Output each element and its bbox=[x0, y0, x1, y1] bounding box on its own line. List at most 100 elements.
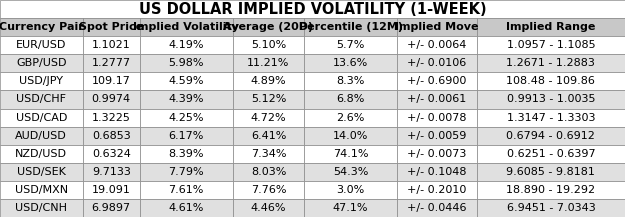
Text: 6.41%: 6.41% bbox=[251, 131, 286, 141]
Bar bbox=[397, 163, 477, 181]
Text: 4.19%: 4.19% bbox=[169, 40, 204, 50]
Bar bbox=[477, 127, 625, 145]
Bar bbox=[0, 18, 82, 36]
Bar bbox=[397, 108, 477, 127]
Bar bbox=[140, 108, 232, 127]
Bar bbox=[477, 72, 625, 90]
Bar bbox=[232, 18, 304, 36]
Bar bbox=[304, 145, 397, 163]
Bar bbox=[0, 72, 82, 90]
Text: 1.3225: 1.3225 bbox=[92, 113, 131, 123]
Text: 74.1%: 74.1% bbox=[333, 149, 368, 159]
Text: 5.98%: 5.98% bbox=[169, 58, 204, 68]
Text: 7.61%: 7.61% bbox=[169, 185, 204, 195]
Text: 7.34%: 7.34% bbox=[251, 149, 286, 159]
Bar bbox=[232, 181, 304, 199]
Text: 8.03%: 8.03% bbox=[251, 167, 286, 177]
Text: 4.72%: 4.72% bbox=[251, 113, 286, 123]
Text: 108.48 - 109.86: 108.48 - 109.86 bbox=[506, 76, 596, 86]
Text: Implied Move: Implied Move bbox=[395, 22, 479, 32]
Text: USD/MXN: USD/MXN bbox=[15, 185, 68, 195]
Bar bbox=[0, 90, 82, 108]
Text: 4.89%: 4.89% bbox=[251, 76, 286, 86]
Bar bbox=[82, 36, 140, 54]
Bar bbox=[304, 181, 397, 199]
Text: 1.3147 - 1.3303: 1.3147 - 1.3303 bbox=[507, 113, 595, 123]
Bar bbox=[397, 72, 477, 90]
Bar bbox=[140, 54, 232, 72]
Text: 8.3%: 8.3% bbox=[336, 76, 365, 86]
Bar bbox=[477, 90, 625, 108]
Bar bbox=[304, 72, 397, 90]
Text: GBP/USD: GBP/USD bbox=[16, 58, 66, 68]
Text: 11.21%: 11.21% bbox=[248, 58, 289, 68]
Text: 9.6085 - 9.8181: 9.6085 - 9.8181 bbox=[506, 167, 596, 177]
Bar bbox=[82, 108, 140, 127]
Bar bbox=[82, 18, 140, 36]
Bar bbox=[304, 127, 397, 145]
Text: 0.6853: 0.6853 bbox=[92, 131, 131, 141]
Bar bbox=[232, 127, 304, 145]
Text: 9.7133: 9.7133 bbox=[92, 167, 131, 177]
Text: 2.6%: 2.6% bbox=[336, 113, 365, 123]
Bar bbox=[140, 163, 232, 181]
Text: 54.3%: 54.3% bbox=[333, 167, 368, 177]
Text: 13.6%: 13.6% bbox=[333, 58, 368, 68]
Text: Currency Pair: Currency Pair bbox=[0, 22, 84, 32]
Bar bbox=[0, 36, 82, 54]
Bar bbox=[232, 145, 304, 163]
Bar bbox=[82, 199, 140, 217]
Text: US DOLLAR IMPLIED VOLATILITY (1-WEEK): US DOLLAR IMPLIED VOLATILITY (1-WEEK) bbox=[139, 2, 486, 16]
Text: 4.59%: 4.59% bbox=[169, 76, 204, 86]
Text: 4.39%: 4.39% bbox=[169, 94, 204, 104]
Text: 5.10%: 5.10% bbox=[251, 40, 286, 50]
Bar bbox=[0, 108, 82, 127]
Text: 6.9451 - 7.0343: 6.9451 - 7.0343 bbox=[506, 203, 595, 213]
Bar bbox=[82, 90, 140, 108]
Bar bbox=[477, 108, 625, 127]
Text: 0.6324: 0.6324 bbox=[92, 149, 131, 159]
Bar bbox=[0, 0, 625, 18]
Bar bbox=[304, 36, 397, 54]
Text: 18.890 - 19.292: 18.890 - 19.292 bbox=[506, 185, 596, 195]
Text: 6.8%: 6.8% bbox=[336, 94, 365, 104]
Bar bbox=[397, 54, 477, 72]
Bar bbox=[477, 181, 625, 199]
Bar bbox=[397, 18, 477, 36]
Text: 1.2777: 1.2777 bbox=[92, 58, 131, 68]
Text: +/- 0.1048: +/- 0.1048 bbox=[407, 167, 467, 177]
Bar bbox=[140, 90, 232, 108]
Bar bbox=[232, 108, 304, 127]
Bar bbox=[232, 36, 304, 54]
Text: +/- 0.6900: +/- 0.6900 bbox=[408, 76, 467, 86]
Text: 0.9974: 0.9974 bbox=[92, 94, 131, 104]
Bar bbox=[0, 127, 82, 145]
Text: USD/CHF: USD/CHF bbox=[16, 94, 66, 104]
Text: +/- 0.0059: +/- 0.0059 bbox=[408, 131, 467, 141]
Bar bbox=[304, 108, 397, 127]
Text: Percentile (12M): Percentile (12M) bbox=[299, 22, 402, 32]
Text: +/- 0.2010: +/- 0.2010 bbox=[408, 185, 467, 195]
Text: +/- 0.0064: +/- 0.0064 bbox=[408, 40, 467, 50]
Bar bbox=[232, 199, 304, 217]
Bar bbox=[477, 145, 625, 163]
Text: +/- 0.0078: +/- 0.0078 bbox=[407, 113, 467, 123]
Text: 8.39%: 8.39% bbox=[169, 149, 204, 159]
Text: 0.6794 - 0.6912: 0.6794 - 0.6912 bbox=[506, 131, 596, 141]
Bar bbox=[82, 54, 140, 72]
Bar bbox=[0, 163, 82, 181]
Text: 5.7%: 5.7% bbox=[336, 40, 365, 50]
Bar bbox=[0, 145, 82, 163]
Bar bbox=[140, 18, 232, 36]
Text: 4.46%: 4.46% bbox=[251, 203, 286, 213]
Text: Average (20D): Average (20D) bbox=[223, 22, 314, 32]
Bar bbox=[140, 199, 232, 217]
Bar bbox=[477, 18, 625, 36]
Bar bbox=[477, 36, 625, 54]
Bar bbox=[82, 163, 140, 181]
Text: 109.17: 109.17 bbox=[92, 76, 131, 86]
Text: +/- 0.0106: +/- 0.0106 bbox=[408, 58, 466, 68]
Bar bbox=[397, 90, 477, 108]
Text: USD/SEK: USD/SEK bbox=[17, 167, 66, 177]
Bar bbox=[477, 163, 625, 181]
